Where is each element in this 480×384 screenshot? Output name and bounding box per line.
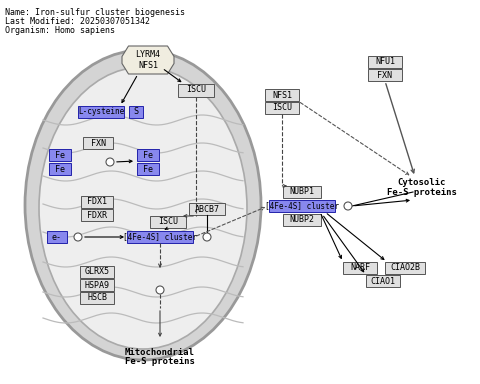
Text: e-: e- bbox=[52, 232, 62, 242]
FancyBboxPatch shape bbox=[283, 214, 321, 226]
FancyBboxPatch shape bbox=[49, 149, 71, 161]
Text: NFS1: NFS1 bbox=[138, 61, 158, 70]
Ellipse shape bbox=[25, 50, 261, 360]
Text: L-cysteine: L-cysteine bbox=[78, 108, 124, 116]
FancyBboxPatch shape bbox=[137, 163, 159, 175]
Circle shape bbox=[74, 233, 82, 241]
Text: [4Fe-4S] cluster: [4Fe-4S] cluster bbox=[265, 202, 339, 210]
FancyBboxPatch shape bbox=[283, 186, 321, 198]
Text: NUBP1: NUBP1 bbox=[289, 187, 314, 197]
FancyBboxPatch shape bbox=[80, 279, 114, 291]
Text: Fe: Fe bbox=[55, 164, 65, 174]
Circle shape bbox=[344, 202, 352, 210]
Text: ISCU: ISCU bbox=[186, 86, 206, 94]
FancyBboxPatch shape bbox=[150, 216, 186, 228]
FancyBboxPatch shape bbox=[78, 106, 124, 118]
Text: NFS1: NFS1 bbox=[272, 91, 292, 99]
Text: Cytosolic: Cytosolic bbox=[398, 178, 446, 187]
Text: ABCB7: ABCB7 bbox=[194, 205, 219, 214]
Text: ISCU: ISCU bbox=[272, 104, 292, 113]
FancyBboxPatch shape bbox=[80, 266, 114, 278]
FancyBboxPatch shape bbox=[368, 56, 402, 68]
Text: Fe-S proteins: Fe-S proteins bbox=[125, 357, 195, 366]
Text: Name: Iron-sulfur cluster biogenesis: Name: Iron-sulfur cluster biogenesis bbox=[5, 8, 185, 17]
FancyBboxPatch shape bbox=[269, 200, 335, 212]
FancyBboxPatch shape bbox=[80, 292, 114, 304]
Text: FDXR: FDXR bbox=[87, 210, 107, 220]
Text: NUBP2: NUBP2 bbox=[289, 215, 314, 225]
FancyBboxPatch shape bbox=[178, 83, 214, 96]
Text: Last Modified: 20250307051342: Last Modified: 20250307051342 bbox=[5, 17, 150, 26]
FancyBboxPatch shape bbox=[81, 209, 113, 221]
Text: S: S bbox=[133, 108, 139, 116]
Circle shape bbox=[106, 158, 114, 166]
Text: HSPA9: HSPA9 bbox=[84, 280, 109, 290]
Text: ISCU: ISCU bbox=[158, 217, 178, 227]
FancyBboxPatch shape bbox=[366, 275, 400, 287]
FancyBboxPatch shape bbox=[49, 163, 71, 175]
Text: [4Fe-4S] cluster: [4Fe-4S] cluster bbox=[123, 232, 197, 242]
Text: CIAO2B: CIAO2B bbox=[390, 263, 420, 273]
Text: Fe: Fe bbox=[55, 151, 65, 159]
FancyBboxPatch shape bbox=[83, 137, 113, 149]
FancyBboxPatch shape bbox=[129, 106, 143, 118]
FancyBboxPatch shape bbox=[127, 231, 193, 243]
FancyBboxPatch shape bbox=[343, 262, 377, 274]
Text: Fe-S proteins: Fe-S proteins bbox=[387, 188, 457, 197]
Text: FXN: FXN bbox=[377, 71, 393, 79]
Text: LYRM4: LYRM4 bbox=[135, 50, 160, 60]
FancyBboxPatch shape bbox=[189, 203, 225, 215]
FancyBboxPatch shape bbox=[137, 149, 159, 161]
Ellipse shape bbox=[39, 67, 247, 349]
Polygon shape bbox=[122, 46, 174, 74]
FancyBboxPatch shape bbox=[368, 69, 402, 81]
Text: FXN: FXN bbox=[91, 139, 106, 147]
Text: FDX1: FDX1 bbox=[87, 197, 107, 207]
FancyBboxPatch shape bbox=[385, 262, 425, 274]
Text: Fe: Fe bbox=[143, 151, 153, 159]
Circle shape bbox=[203, 233, 211, 241]
Text: Mitochondrial: Mitochondrial bbox=[125, 348, 195, 357]
Text: Organism: Homo sapiens: Organism: Homo sapiens bbox=[5, 26, 115, 35]
FancyBboxPatch shape bbox=[81, 196, 113, 208]
FancyBboxPatch shape bbox=[265, 89, 299, 101]
Text: Fe: Fe bbox=[143, 164, 153, 174]
Text: HSCB: HSCB bbox=[87, 293, 107, 303]
Text: NARF: NARF bbox=[350, 263, 370, 273]
Text: CIAO1: CIAO1 bbox=[371, 276, 396, 285]
Text: GLRX5: GLRX5 bbox=[84, 268, 109, 276]
FancyBboxPatch shape bbox=[47, 231, 67, 243]
Text: NFU1: NFU1 bbox=[375, 58, 395, 66]
Circle shape bbox=[156, 286, 164, 294]
FancyBboxPatch shape bbox=[265, 102, 299, 114]
